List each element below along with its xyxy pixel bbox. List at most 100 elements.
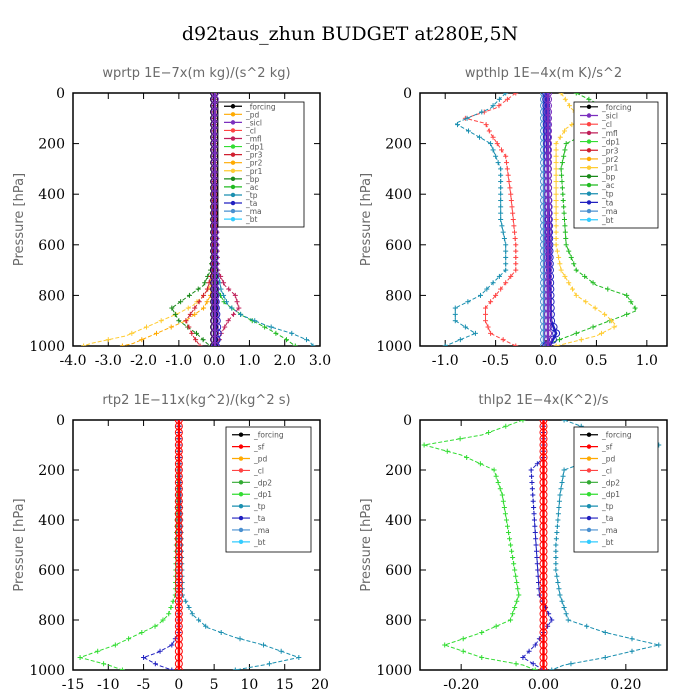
x-tick-label: 2.0 — [274, 353, 296, 369]
y-tick-label: 800 — [38, 288, 65, 304]
legend-marker — [238, 468, 244, 473]
legend-marker — [586, 480, 592, 485]
data-point — [174, 666, 183, 670]
chart-panel-1: wprtp 1E−7x(m kg)/(s^2 kg) Pressure [hPa]… — [12, 66, 331, 369]
x-tick-label: -15 — [62, 677, 85, 693]
data-point — [174, 591, 183, 599]
legend-label: _mfl — [245, 135, 262, 144]
x-tick-label: 1.0 — [636, 353, 658, 369]
panel-title: thlp2 1E−4x(K^2)/s — [479, 393, 609, 408]
panel-title: wpthlp 1E−4x(m K)/s^2 — [465, 66, 622, 81]
legend-label: _cl — [601, 120, 612, 129]
legend-marker — [586, 122, 592, 127]
y-axis-label: Pressure [hPa] — [12, 173, 27, 266]
series-group — [421, 420, 662, 670]
data-point — [539, 528, 548, 537]
data-point — [210, 323, 219, 332]
legend-marker — [586, 200, 592, 205]
series-group — [81, 93, 316, 346]
data-point — [539, 578, 548, 587]
legend-label: _bp — [601, 172, 616, 181]
legend-label: _ma — [245, 207, 262, 216]
data-point — [174, 478, 183, 487]
data-point — [174, 547, 183, 556]
figure-title: d92taus_zhun BUDGET at280E,5N — [182, 23, 518, 45]
data-point — [210, 266, 219, 275]
x-tick-label: 0.0 — [203, 353, 225, 369]
y-tick-label: 400 — [385, 187, 412, 203]
legend-label: _sicl — [245, 118, 262, 127]
legend-label: _ma — [253, 526, 270, 535]
legend-label: _sf — [601, 443, 613, 452]
data-point — [174, 516, 183, 524]
chart-panel-3: rtp2 1E−11x(kg^2)/(kg^2 s) Pressure [hPa]… — [12, 393, 329, 693]
y-tick-label: 200 — [385, 137, 412, 153]
legend-label: _sf — [253, 443, 265, 452]
data-point — [544, 152, 553, 161]
legend-marker — [230, 112, 236, 117]
x-tick-label: 15 — [276, 677, 294, 693]
series-group — [77, 420, 302, 670]
legend-label: _bt — [601, 538, 614, 547]
data-point — [210, 247, 219, 256]
legend-label: _pr3 — [601, 146, 619, 155]
legend-marker — [238, 539, 244, 545]
legend-label: _sicl — [601, 112, 618, 121]
data-point — [174, 497, 183, 506]
data-point — [174, 653, 183, 662]
data-point — [544, 335, 553, 344]
data-point — [174, 528, 183, 537]
legend-marker — [230, 144, 236, 149]
y-tick-label: 800 — [385, 613, 412, 629]
data-point — [539, 666, 548, 670]
x-tick-label: 10 — [241, 677, 259, 693]
legend-label: _tp — [253, 502, 266, 511]
data-point — [539, 478, 548, 487]
data-point — [539, 434, 548, 443]
legend-label: _pd — [245, 110, 260, 119]
data-point — [174, 491, 183, 499]
legend-label: _pd — [601, 455, 616, 464]
data-point — [539, 572, 548, 581]
legend-label: _ma — [601, 526, 618, 535]
data-point — [210, 310, 219, 319]
series-line — [78, 420, 180, 670]
x-tick-label: -4.0 — [60, 353, 87, 369]
data-point — [544, 297, 553, 306]
data-point — [544, 101, 553, 110]
data-point — [544, 228, 553, 237]
data-point — [174, 572, 183, 581]
legend-marker — [586, 527, 592, 533]
legend-marker — [586, 444, 592, 449]
data-point — [539, 420, 548, 424]
data-point — [539, 422, 548, 431]
data-point — [174, 534, 183, 543]
legend-label: _forcing — [601, 103, 632, 112]
data-point — [174, 647, 183, 656]
data-point — [210, 95, 219, 104]
legend-label: _tp — [601, 502, 614, 511]
data-point — [210, 291, 219, 300]
data-point — [174, 459, 183, 468]
data-point — [174, 422, 183, 431]
data-point — [539, 622, 548, 631]
data-point — [210, 240, 219, 249]
legend-label: _ta — [245, 199, 257, 208]
data-point — [539, 503, 548, 512]
legend-marker — [238, 456, 244, 461]
legend-marker — [586, 191, 592, 196]
legend-marker — [586, 130, 592, 136]
data-point — [539, 641, 548, 649]
legend-marker — [586, 139, 592, 144]
data-point — [539, 647, 548, 656]
data-point — [174, 472, 183, 481]
data-point — [210, 259, 219, 268]
data-point — [544, 209, 553, 218]
legend-marker — [238, 432, 244, 437]
data-point — [174, 559, 183, 568]
chart-panel-4: thlp2 1E−4x(K^2)/s Pressure [hPa] 0 200 400 6… — [359, 393, 668, 693]
legend-label: _dp1 — [245, 143, 264, 152]
data-point — [539, 584, 548, 593]
legend-marker — [230, 152, 236, 157]
data-point — [544, 259, 553, 268]
